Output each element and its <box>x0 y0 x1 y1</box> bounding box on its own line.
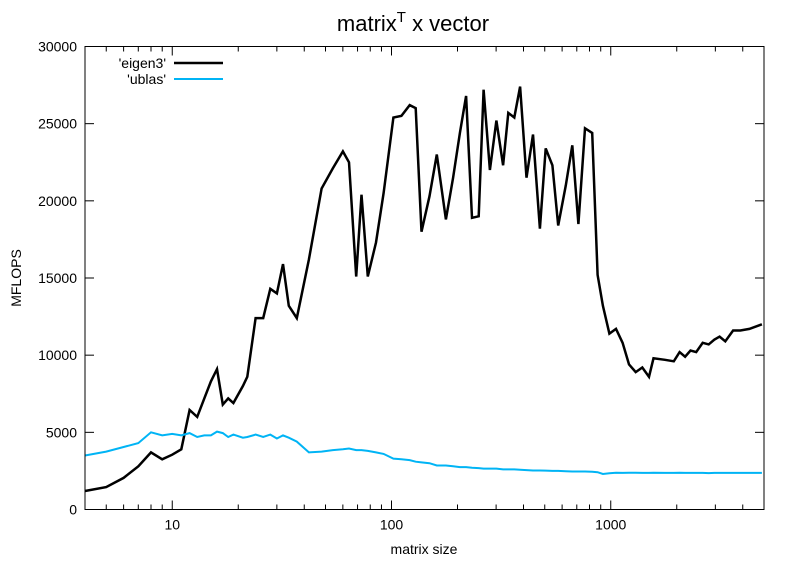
x-tick-label: 10 <box>164 517 180 533</box>
y-tick-label: 5000 <box>46 424 77 440</box>
x-tick-label: 1000 <box>595 517 626 533</box>
y-tick-label: 25000 <box>38 116 77 132</box>
y-tick-label: 15000 <box>38 270 77 286</box>
y-tick-label: 10000 <box>38 347 77 363</box>
chart-title-superscript: T <box>397 9 406 26</box>
x-tick-label: 100 <box>380 517 404 533</box>
y-tick-label: 30000 <box>38 39 77 55</box>
chart-title: matrixT x vector <box>337 9 489 36</box>
legend: 'eigen3''ublas' <box>119 55 223 87</box>
series-line-eigen3 <box>84 86 763 493</box>
chart-title-main: matrix <box>337 11 397 36</box>
y-axis-label: MFLOPS <box>8 249 24 307</box>
legend-label-eigen3: 'eigen3' <box>119 55 166 71</box>
legend-label-ublas: 'ublas' <box>127 71 166 87</box>
plot-frame <box>84 46 765 510</box>
x-axis-label: matrix size <box>391 541 458 557</box>
series-line-ublas <box>84 430 762 476</box>
y-tick-label: 0 <box>69 502 77 518</box>
chart-title-suffix: x vector <box>406 11 489 36</box>
y-tick-label: 20000 <box>38 193 77 209</box>
